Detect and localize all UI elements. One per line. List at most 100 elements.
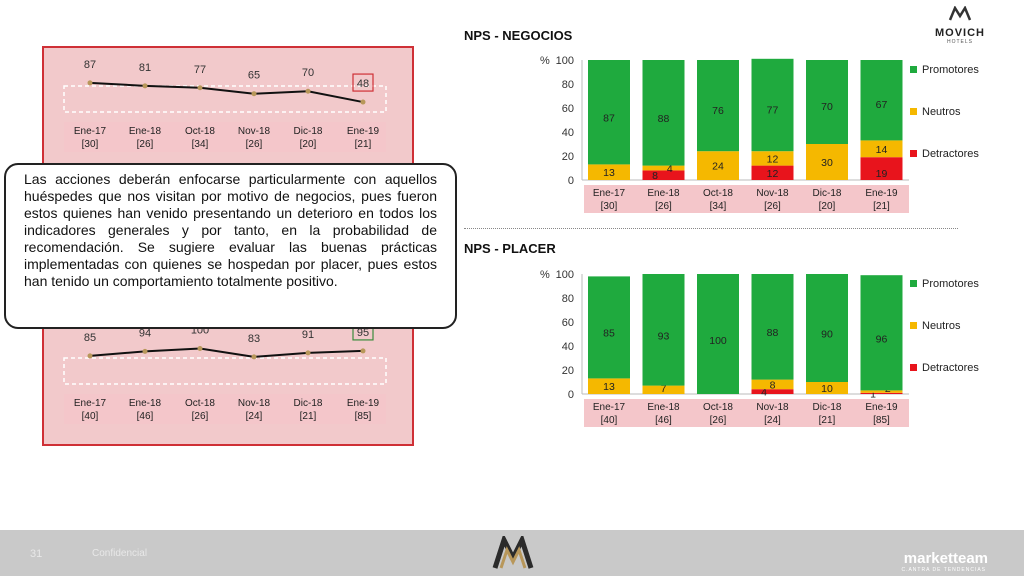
line-point bbox=[305, 88, 311, 94]
category-label: Nov-18 bbox=[238, 126, 271, 137]
count-label: [20] bbox=[819, 201, 836, 212]
line-point bbox=[87, 80, 93, 86]
bar-value-label: 77 bbox=[767, 105, 779, 117]
line-point bbox=[142, 83, 148, 89]
category-label-strip bbox=[64, 394, 386, 424]
count-label: [21] bbox=[819, 415, 836, 426]
category-label: Ene-18 bbox=[129, 126, 162, 137]
category-label: Ene-17 bbox=[593, 188, 626, 199]
marketteam-brand: marketteam bbox=[903, 550, 988, 567]
category-label: Oct-18 bbox=[703, 402, 733, 413]
bar-segment-promotores bbox=[806, 274, 848, 382]
brand-logo: MOVICH HOTELS bbox=[930, 5, 990, 45]
bar-segment-detractores bbox=[642, 170, 685, 180]
bar-segment-promotores bbox=[642, 274, 685, 386]
bar-value-label: 30 bbox=[821, 157, 833, 169]
line-guide-band bbox=[63, 85, 387, 113]
line-point bbox=[142, 348, 148, 354]
y-tick-label: 60 bbox=[562, 103, 574, 115]
bar-value-label: 100 bbox=[709, 335, 727, 347]
legend-label: Neutros bbox=[922, 106, 961, 118]
section-divider bbox=[464, 228, 958, 229]
negocios-line-chart: 87 81 77 65 70 48 Ene-17 [30] Ene-18 [26] Oct-18 [3… bbox=[63, 59, 387, 152]
y-tick-label: 0 bbox=[568, 175, 574, 187]
count-label: [85] bbox=[873, 415, 890, 426]
bar-value-label: 88 bbox=[767, 327, 779, 339]
brand-sub: HOTELS bbox=[946, 39, 973, 45]
legend-label: Detractores bbox=[922, 362, 979, 374]
category-label: Nov-18 bbox=[756, 402, 789, 413]
bar-value-label: 1 bbox=[870, 388, 876, 400]
bar-value-label: 14 bbox=[876, 144, 888, 156]
line-point bbox=[197, 85, 203, 91]
y-tick-label: 100 bbox=[556, 55, 574, 67]
page-number: 31 bbox=[30, 548, 43, 560]
bar-segment-promotores bbox=[860, 60, 903, 141]
count-label: [40] bbox=[601, 415, 618, 426]
legend-swatch bbox=[910, 280, 917, 287]
line-value-label: 85 bbox=[84, 332, 96, 344]
legend-swatch bbox=[910, 150, 917, 157]
line-value-label: 81 bbox=[139, 62, 151, 74]
nps-negocios-bar-chart: % 0 20 40 60 80 100 13 87 84 88 24 76 12 12 77 30 70 19 14 6… bbox=[540, 55, 979, 213]
bar-segment-promotores bbox=[642, 60, 685, 166]
count-label: [30] bbox=[82, 139, 99, 150]
category-label: Oct-18 bbox=[703, 188, 733, 199]
count-label: [26] bbox=[192, 411, 209, 422]
bar-segment-neutros bbox=[642, 385, 685, 394]
category-label: Ene-18 bbox=[647, 188, 680, 199]
category-label: Ene-18 bbox=[647, 402, 680, 413]
bar-segment-promotores bbox=[806, 60, 848, 144]
category-label: Dic-18 bbox=[813, 402, 842, 413]
category-label: Oct-18 bbox=[185, 398, 215, 409]
category-label: Nov-18 bbox=[756, 188, 789, 199]
y-tick-label: 40 bbox=[562, 341, 574, 353]
category-label: Dic-18 bbox=[813, 188, 842, 199]
bar-value-label: 24 bbox=[712, 161, 724, 173]
bar-segment-neutros bbox=[642, 165, 685, 171]
line-guide-band bbox=[63, 357, 387, 385]
bar-value-label: 7 bbox=[661, 383, 667, 395]
bar-value-label: 12 bbox=[767, 168, 779, 180]
count-label: [40] bbox=[82, 411, 99, 422]
bar-value-label: 90 bbox=[821, 328, 833, 340]
bar-segment-neutros bbox=[806, 144, 848, 180]
line-point bbox=[360, 348, 366, 354]
category-label-strip bbox=[584, 399, 909, 427]
bar-segment-promotores bbox=[588, 276, 630, 379]
category-label: Ene-19 bbox=[865, 188, 898, 199]
line-value-label: 65 bbox=[248, 70, 260, 82]
legend-swatch bbox=[910, 108, 917, 115]
brand-name: MOVICH bbox=[935, 27, 985, 39]
y-tick-label: 40 bbox=[562, 127, 574, 139]
confidential-label: Confidencial bbox=[92, 548, 148, 559]
category-label: Ene-17 bbox=[74, 126, 107, 137]
bar-segment-promotores bbox=[751, 58, 794, 152]
bar-value-label: 93 bbox=[658, 330, 670, 342]
line-point bbox=[251, 354, 257, 360]
y-tick-label: 60 bbox=[562, 317, 574, 329]
highlight-box bbox=[352, 73, 374, 92]
count-label: [26] bbox=[655, 201, 672, 212]
y-tick-label: 20 bbox=[562, 151, 574, 163]
line-value-label: 77 bbox=[194, 64, 206, 76]
bar-segment-neutros bbox=[588, 378, 630, 394]
category-label: Ene-19 bbox=[865, 402, 898, 413]
line-value-label: 83 bbox=[248, 333, 260, 345]
bar-segment-neutros bbox=[751, 151, 794, 166]
category-label: Dic-18 bbox=[294, 398, 323, 409]
bar-segment-neutros bbox=[806, 382, 848, 394]
bar-value-label: 87 bbox=[603, 112, 615, 124]
count-label: [24] bbox=[246, 411, 263, 422]
bar-value-label: 13 bbox=[603, 167, 615, 179]
bar-segment-promotores bbox=[697, 274, 739, 394]
count-label: [34] bbox=[710, 201, 727, 212]
bar-value-label: 88 bbox=[658, 113, 670, 125]
count-label: [24] bbox=[764, 415, 781, 426]
nps-placer-bar-chart: %0204060801001385793100488810901296Ene-1… bbox=[540, 269, 979, 427]
nps-line bbox=[89, 347, 364, 358]
y-tick-label: 100 bbox=[556, 269, 574, 281]
footer-logo-icon bbox=[492, 536, 534, 569]
legend-label: Neutros bbox=[922, 320, 961, 332]
count-label: [26] bbox=[710, 415, 727, 426]
